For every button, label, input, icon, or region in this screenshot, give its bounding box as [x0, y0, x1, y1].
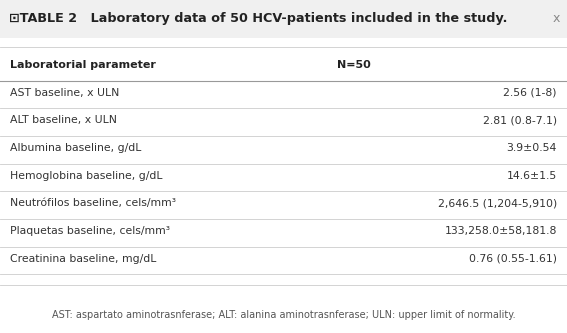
- Text: 133,258.0±58,181.8: 133,258.0±58,181.8: [445, 226, 557, 236]
- Text: 3.9±0.54: 3.9±0.54: [506, 143, 557, 153]
- Text: 0.76 (0.55-1.61): 0.76 (0.55-1.61): [469, 254, 557, 264]
- Text: AST baseline, x ULN: AST baseline, x ULN: [10, 88, 120, 98]
- Text: AST: aspartato aminotrasnferase; ALT: alanina aminotrasnferase; ULN: upper limit: AST: aspartato aminotrasnferase; ALT: al…: [52, 310, 515, 320]
- Text: x: x: [553, 12, 560, 25]
- FancyBboxPatch shape: [0, 0, 567, 38]
- Text: Creatinina baseline, mg/dL: Creatinina baseline, mg/dL: [10, 254, 156, 264]
- Text: Albumina baseline, g/dL: Albumina baseline, g/dL: [10, 143, 142, 153]
- Text: 14.6±1.5: 14.6±1.5: [506, 170, 557, 181]
- Text: N=50: N=50: [337, 60, 371, 70]
- Text: 2.56 (1-8): 2.56 (1-8): [503, 88, 557, 98]
- Text: ⊡TABLE 2   Laboratory data of 50 HCV-patients included in the study.: ⊡TABLE 2 Laboratory data of 50 HCV-patie…: [9, 12, 507, 25]
- Text: Neutrófilos baseline, cels/mm³: Neutrófilos baseline, cels/mm³: [10, 198, 176, 208]
- Text: 2,646.5 (1,204-5,910): 2,646.5 (1,204-5,910): [438, 198, 557, 208]
- Text: 2.81 (0.8-7.1): 2.81 (0.8-7.1): [483, 115, 557, 125]
- Text: ALT baseline, x ULN: ALT baseline, x ULN: [10, 115, 117, 125]
- Text: Hemoglobina baseline, g/dL: Hemoglobina baseline, g/dL: [10, 170, 163, 181]
- Text: Plaquetas baseline, cels/mm³: Plaquetas baseline, cels/mm³: [10, 226, 170, 236]
- Text: Laboratorial parameter: Laboratorial parameter: [10, 60, 156, 70]
